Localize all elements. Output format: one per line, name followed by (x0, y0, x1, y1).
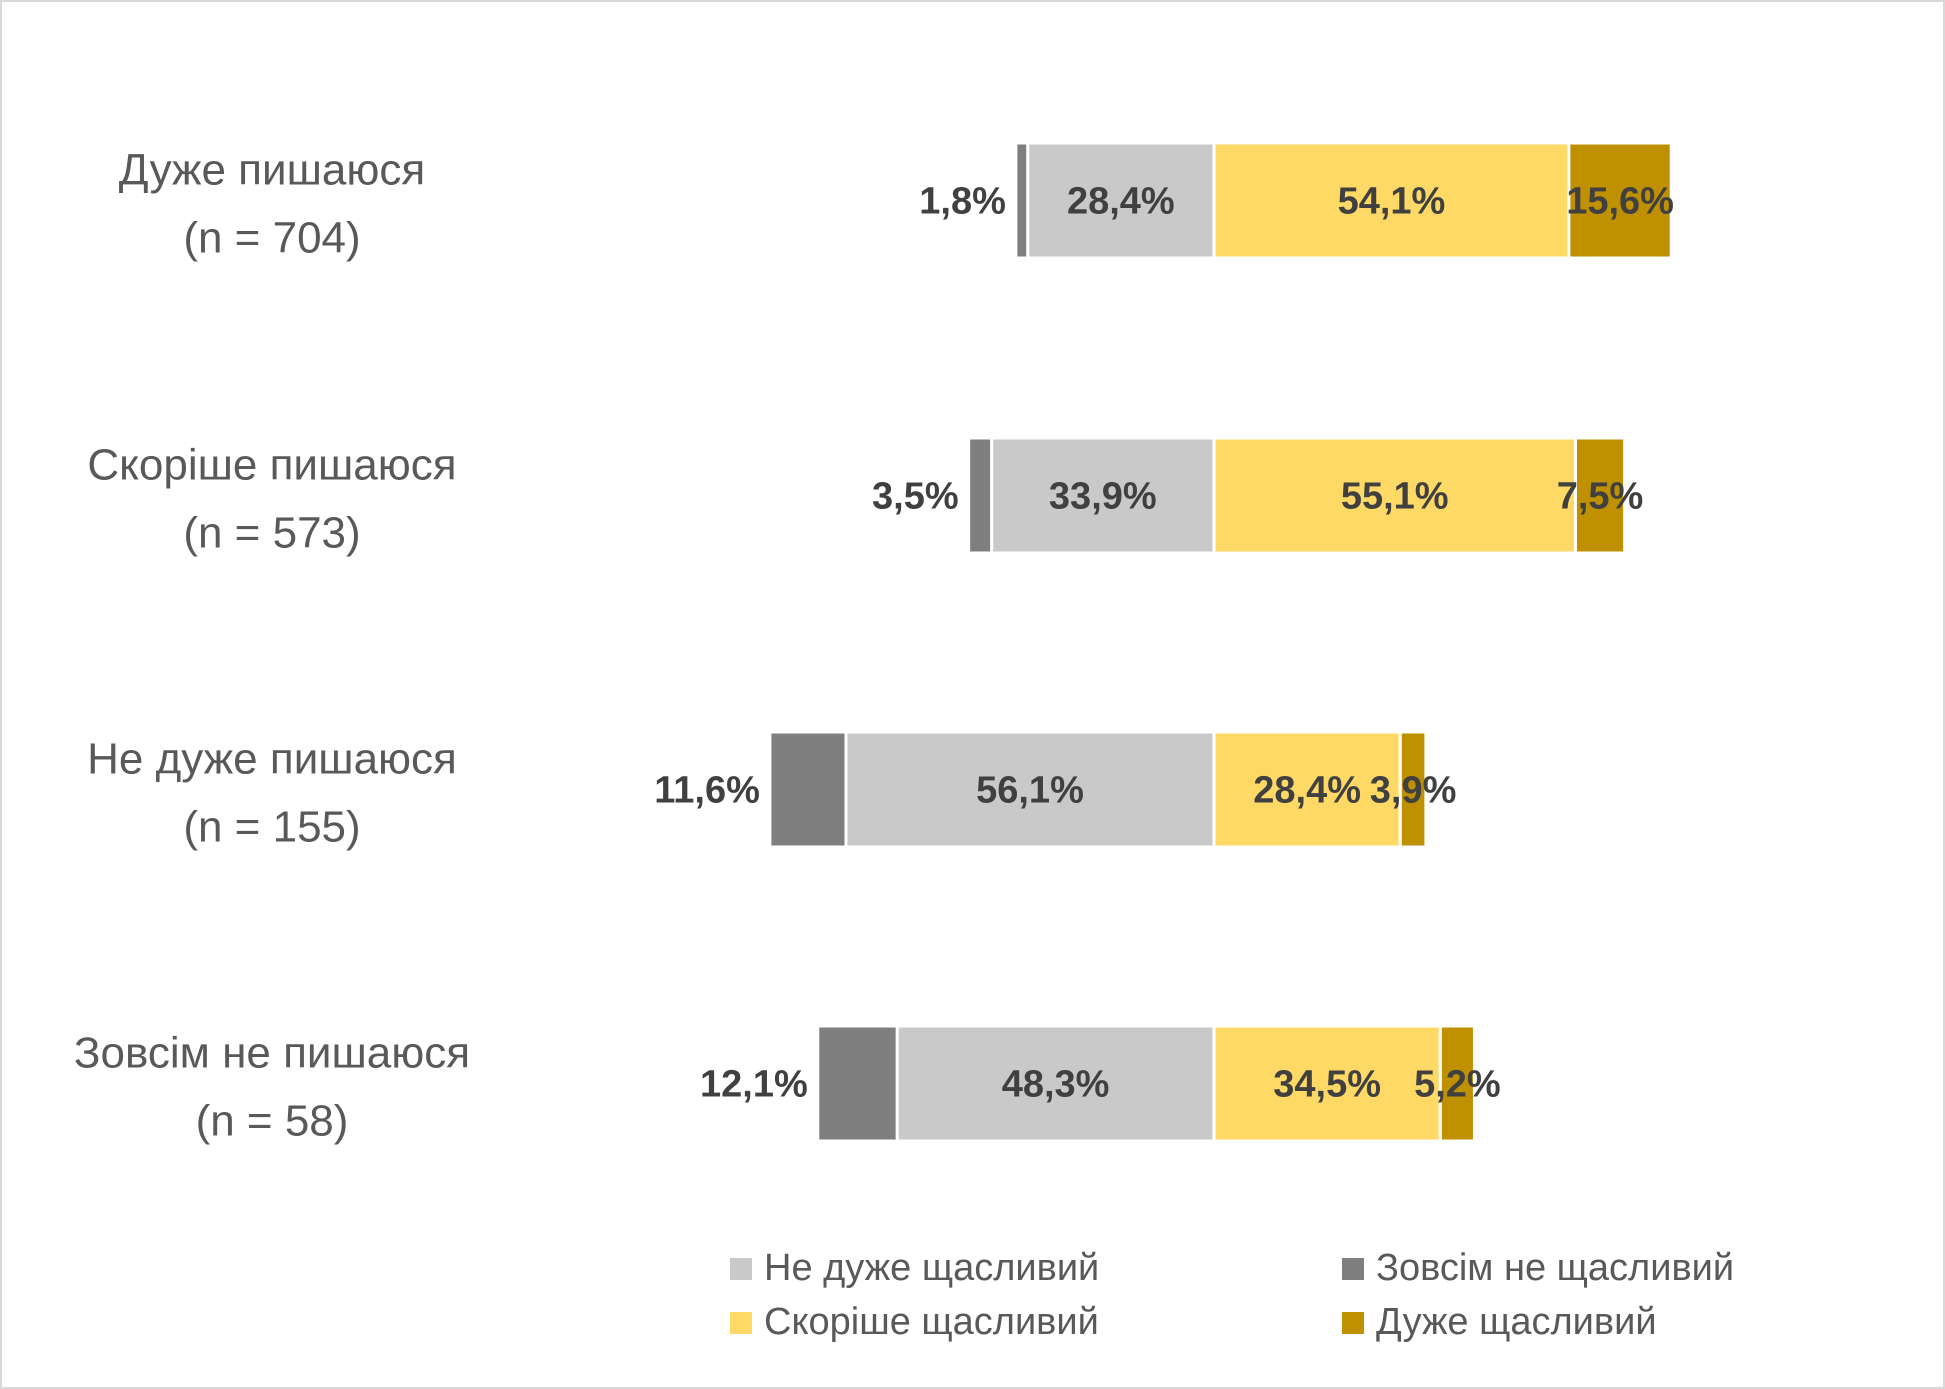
value-label-not-very-happy: 48,3% (1002, 1064, 1110, 1106)
bar-very-happy (1573, 436, 1627, 555)
category-n-label: (n = 573) (183, 509, 360, 558)
category-label: Зовсім не пишаюся (74, 1029, 470, 1078)
legend-swatch (730, 1258, 752, 1280)
value-label-not-very-happy: 28,4% (1067, 181, 1175, 223)
value-label-not-happy-at-all: 3,5% (872, 476, 959, 518)
value-label-very-happy: 5,2% (1414, 1064, 1501, 1106)
value-label-not-happy-at-all: 12,1% (700, 1064, 808, 1106)
category-n-label: (n = 704) (183, 214, 360, 263)
value-label-not-very-happy: 56,1% (976, 770, 1084, 812)
category-n-label: (n = 58) (196, 1097, 349, 1146)
bar-very-happy (1567, 141, 1673, 260)
legend-swatch (730, 1312, 752, 1334)
bar-row: Скоріше пишаюся (n = 573) 33,9% 3,5% 55,1% 7,… (87, 436, 1644, 558)
bar-not-happy-at-all (768, 730, 848, 849)
category-label: Скоріше пишаюся (87, 441, 456, 490)
bar-row: Дуже пишаюся (n = 704) 28,4% 1,8% 54,1% 15,6% (119, 141, 1674, 263)
bar-rather-happy (1212, 436, 1577, 555)
value-label-rather-happy: 54,1% (1338, 181, 1446, 223)
bar-not-happy-at-all (816, 1024, 899, 1143)
value-label-not-very-happy: 33,9% (1049, 476, 1157, 518)
legend-swatch (1342, 1258, 1364, 1280)
value-label-very-happy: 3,9% (1370, 770, 1457, 812)
bar-row: Не дуже пишаюся (n = 155) 56,1% 11,6% 28,4% 3… (87, 730, 1457, 852)
legend-label: Зовсім не щасливий (1376, 1247, 1734, 1289)
bar-very-happy (1398, 730, 1428, 849)
bar-rather-happy (1212, 141, 1571, 260)
category-n-label: (n = 155) (183, 803, 360, 852)
bar-not-very-happy (895, 1024, 1216, 1143)
bar-row: Зовсім не пишаюся (n = 58) 48,3% 12,1% 34,5%… (74, 1024, 1501, 1146)
value-label-rather-happy: 28,4% (1253, 770, 1361, 812)
value-label-not-happy-at-all: 1,8% (919, 181, 1006, 223)
value-label-very-happy: 15,6% (1566, 181, 1674, 223)
value-label-very-happy: 7,5% (1557, 476, 1644, 518)
legend-label: Дуже щасливий (1376, 1301, 1657, 1343)
category-label: Дуже пишаюся (119, 146, 425, 195)
bar-not-happy-at-all (967, 436, 994, 555)
bar-not-happy-at-all (1014, 141, 1030, 260)
legend-label: Скоріше щасливий (764, 1301, 1099, 1343)
value-label-rather-happy: 55,1% (1341, 476, 1449, 518)
category-label: Не дуже пишаюся (87, 735, 457, 784)
bar-very-happy (1438, 1024, 1476, 1143)
bar-not-very-happy (1026, 141, 1216, 260)
legend-swatch (1342, 1312, 1364, 1334)
value-label-not-happy-at-all: 11,6% (654, 770, 760, 812)
legend-label: Не дуже щасливий (764, 1247, 1099, 1289)
bar-not-very-happy (844, 730, 1216, 849)
legend: Не дуже щасливий Зовсім не щасливий Скоріш… (730, 1247, 1734, 1343)
value-label-rather-happy: 34,5% (1273, 1064, 1381, 1106)
bar-rather-happy (1212, 730, 1402, 849)
